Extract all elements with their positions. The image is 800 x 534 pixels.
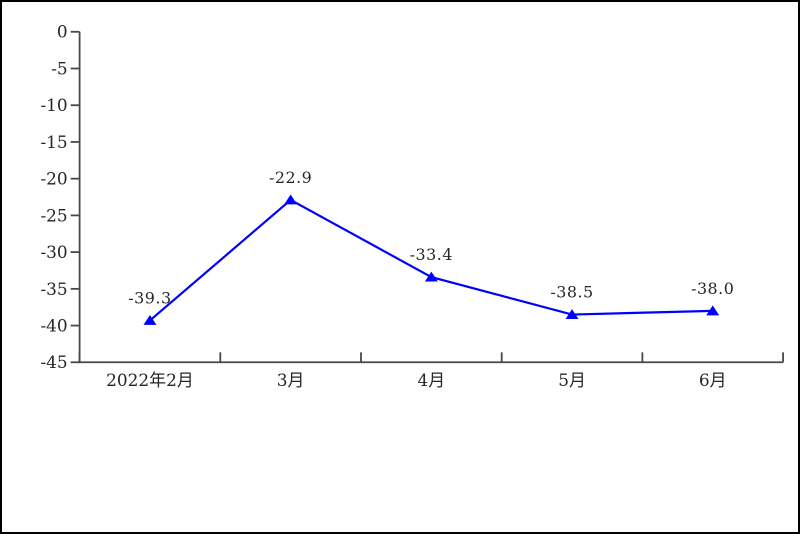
y-axis-tick-label: -40	[40, 316, 67, 336]
y-axis-tick-label: -25	[40, 205, 67, 225]
x-axis-category-label: 5月	[558, 370, 586, 390]
data-point-marker	[424, 271, 438, 282]
y-axis-tick-label: -20	[40, 169, 67, 189]
y-axis-tick-label: -35	[40, 279, 67, 299]
y-axis-tick-label: 0	[57, 22, 68, 42]
data-point-label: -22.9	[269, 168, 312, 187]
x-axis-category-label: 3月	[277, 370, 305, 390]
x-axis-category-label: 2022年2月	[106, 370, 194, 390]
y-axis-tick-label: -45	[40, 352, 67, 372]
data-point-marker	[284, 194, 298, 205]
data-point-marker	[143, 314, 157, 325]
y-axis-tick-label: -30	[40, 242, 67, 262]
y-axis-tick-label: -10	[40, 95, 67, 115]
y-axis-tick-label: -15	[40, 132, 67, 152]
data-point-label: -38.0	[691, 279, 734, 298]
x-axis-category-label: 4月	[418, 370, 446, 390]
data-point-label: -38.5	[550, 283, 593, 302]
data-point-marker	[706, 305, 720, 316]
data-point-label: -33.4	[410, 245, 453, 264]
data-point-marker	[565, 309, 579, 320]
x-axis-category-label: 6月	[699, 370, 727, 390]
y-axis-tick-label: -5	[51, 58, 67, 78]
data-point-label: -39.3	[128, 289, 171, 308]
